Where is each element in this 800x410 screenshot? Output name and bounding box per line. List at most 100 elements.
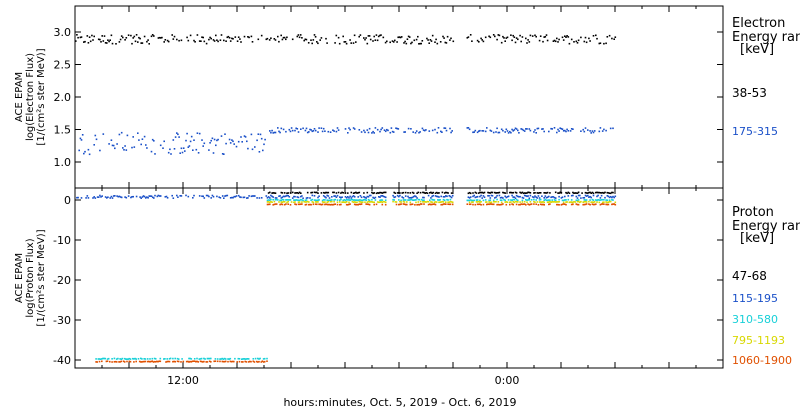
proton-point-310-580: [603, 199, 605, 201]
electron-point-series-2: [510, 131, 512, 134]
proton-point-310-580: [558, 198, 560, 201]
proton-legend-1060-1900: 1060-1900: [732, 354, 792, 367]
electron-point-38-53: [138, 36, 140, 39]
proton-point-47-68: [357, 192, 359, 194]
electron-point-38-53: [419, 42, 421, 45]
electron-point-38-53: [186, 36, 188, 39]
electron-point-38-53: [305, 38, 308, 41]
proton-point-115-195: [613, 196, 615, 199]
proton-point-795-1193: [342, 201, 344, 203]
proton-point-1060-1900: [309, 203, 311, 206]
electron-ytick-label: 2.5: [54, 59, 72, 72]
electron-point-38-53: [219, 39, 222, 41]
electron-point-175-315: [124, 145, 126, 147]
proton-point-115-195: [147, 197, 149, 199]
electron-point-series-2: [353, 128, 356, 130]
proton-point-115-195: [474, 196, 477, 199]
electron-point-series-2: [320, 127, 323, 129]
proton-point-115-195: [198, 195, 201, 197]
proton-point-795-1193: [590, 201, 592, 203]
electron-point-series-2: [280, 127, 283, 130]
electron-point-38-53: [240, 41, 242, 43]
electron-point-series-2: [566, 128, 568, 131]
electron-point-38-53: [442, 35, 444, 38]
electron-point-series-2: [502, 129, 504, 132]
electron-point-38-53: [153, 35, 155, 37]
proton-point-47-68: [445, 191, 447, 194]
proton-point-47-68: [432, 191, 434, 194]
proton-point-795-1193: [298, 201, 301, 203]
electron-point-175-315: [170, 153, 172, 155]
electron-point-series-2: [567, 130, 570, 132]
proton-point-115-195: [481, 197, 483, 199]
proton-point-series-5: [224, 358, 227, 360]
electron-point-38-53: [217, 40, 219, 43]
proton-point-series-5: [216, 358, 219, 360]
electron-point-series-2: [591, 130, 594, 132]
electron-point-series-2: [569, 130, 572, 132]
proton-point-series-5: [245, 358, 248, 360]
proton-point-115-195: [130, 196, 132, 199]
proton-point-115-195: [143, 195, 146, 198]
proton-point-1060-1900: [549, 203, 551, 205]
proton-point-series-6: [249, 360, 251, 363]
proton-point-115-195: [211, 194, 214, 197]
electron-point-38-53: [131, 42, 133, 45]
proton-point-1060-1900: [539, 203, 542, 206]
proton-point-series-6: [266, 360, 268, 362]
proton-point-1060-1900: [348, 203, 350, 206]
electron-point-38-53: [223, 39, 225, 42]
proton-point-115-195: [278, 195, 280, 197]
electron-point-38-53: [407, 35, 410, 38]
electron-point-38-53: [75, 40, 77, 42]
proton-point-47-68: [401, 192, 403, 194]
electron-point-series-2: [387, 129, 389, 132]
proton-point-310-580: [437, 199, 439, 201]
proton-point-115-195: [219, 197, 222, 199]
proton-point-1060-1900: [474, 203, 477, 206]
proton-point-47-68: [543, 192, 545, 194]
proton-point-series-5: [102, 357, 104, 360]
proton-point-795-1193: [440, 201, 442, 203]
proton-point-115-195: [207, 194, 209, 197]
proton-point-1060-1900: [340, 203, 342, 206]
proton-point-47-68: [300, 192, 302, 194]
electron-point-38-53: [384, 41, 387, 44]
proton-point-series-6: [216, 360, 219, 363]
proton-point-310-580: [295, 199, 297, 201]
proton-point-115-195: [96, 196, 99, 198]
proton-point-series-6: [173, 360, 175, 363]
proton-point-115-195: [208, 195, 210, 198]
proton-point-310-580: [351, 198, 354, 201]
proton-point-115-195: [487, 195, 489, 197]
proton-point-47-68: [523, 192, 526, 194]
electron-point-series-2: [381, 127, 384, 129]
electron-point-series-2: [593, 130, 596, 132]
proton-point-310-580: [408, 199, 410, 201]
proton-point-series-6: [168, 360, 171, 363]
proton-point-series-6: [115, 361, 118, 363]
electron-point-175-315: [116, 143, 118, 145]
electron-point-38-53: [436, 42, 439, 45]
proton-point-47-68: [378, 192, 380, 194]
proton-point-310-580: [324, 199, 326, 201]
electron-point-series-2: [396, 127, 398, 130]
proton-point-115-195: [109, 197, 111, 199]
electron-point-38-53: [481, 39, 483, 41]
proton-point-47-68: [273, 192, 276, 194]
proton-point-310-580: [272, 198, 274, 201]
electron-point-38-53: [147, 39, 149, 41]
electron-point-38-53: [506, 36, 509, 39]
proton-point-310-580: [507, 199, 510, 201]
electron-point-175-315: [163, 140, 165, 143]
proton-point-series-5: [199, 358, 202, 360]
electron-point-38-53: [580, 36, 582, 39]
proton-point-795-1193: [348, 201, 350, 204]
proton-point-115-195: [286, 194, 288, 197]
proton-point-115-195: [234, 195, 237, 198]
electron-point-series-2: [451, 130, 453, 132]
electron-point-series-2: [419, 131, 421, 133]
proton-point-795-1193: [403, 201, 406, 203]
electron-point-38-53: [405, 42, 408, 45]
proton-point-795-1193: [585, 201, 588, 203]
